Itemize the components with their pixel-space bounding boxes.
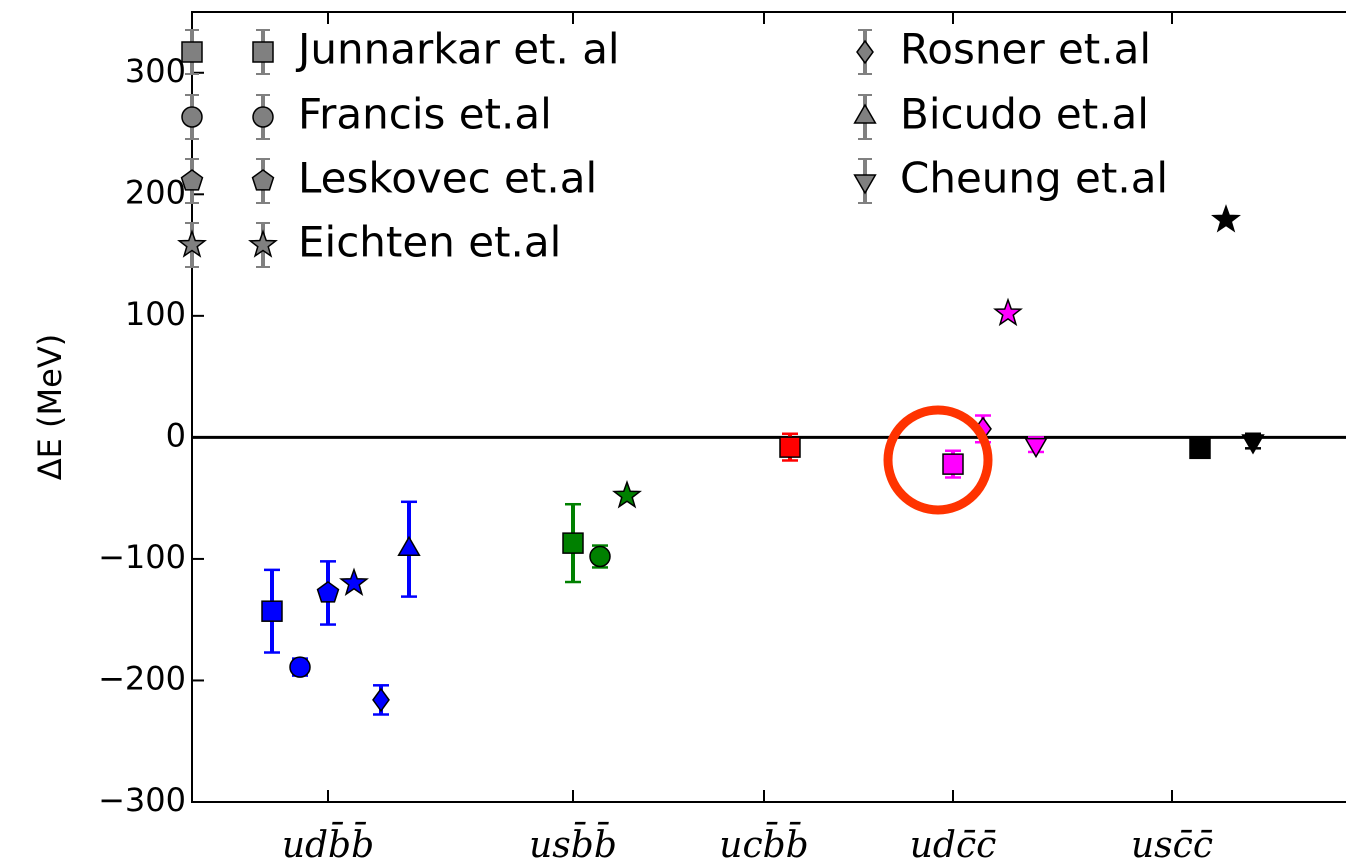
point bbox=[1211, 204, 1241, 233]
y-tick-label: 100 bbox=[125, 295, 186, 333]
legend-label: Bicudo et.al bbox=[900, 90, 1149, 139]
legend-marker bbox=[252, 106, 274, 128]
legend-marker bbox=[251, 169, 275, 191]
point bbox=[1189, 437, 1211, 460]
y-tick-label: −300 bbox=[98, 781, 186, 819]
point bbox=[562, 532, 584, 554]
point bbox=[779, 436, 801, 458]
legend-label: Junnarkar et. al bbox=[295, 25, 620, 74]
x-tick-label: usb̄b̄ bbox=[529, 822, 617, 866]
point bbox=[1024, 437, 1048, 459]
y-tick-label: −100 bbox=[98, 538, 186, 576]
legend-marker bbox=[248, 229, 278, 258]
point bbox=[316, 581, 340, 603]
x-tick-label: udc̄c̄ bbox=[910, 825, 997, 866]
point bbox=[942, 453, 964, 475]
legend-marker bbox=[252, 41, 274, 63]
x-tick-label: ucb̄b̄ bbox=[719, 822, 808, 866]
point bbox=[372, 687, 390, 713]
legend-label: Cheung et.al bbox=[900, 154, 1168, 203]
legend-marker bbox=[853, 103, 877, 124]
highlight-circle bbox=[883, 405, 993, 515]
legend-label: Rosner et.al bbox=[900, 25, 1151, 74]
legend-marker bbox=[180, 169, 204, 191]
legend-label: Francis et.al bbox=[298, 90, 552, 139]
point bbox=[612, 479, 642, 509]
y-tick-label: 200 bbox=[125, 173, 186, 211]
x-tick-label: usc̄c̄ bbox=[1131, 825, 1213, 866]
point bbox=[589, 545, 611, 568]
legend-marker bbox=[181, 106, 203, 128]
point bbox=[289, 656, 311, 678]
legend-label: Leskovec et.al bbox=[298, 154, 597, 203]
legend-marker bbox=[181, 41, 203, 63]
point bbox=[397, 535, 421, 556]
y-tick-label: 300 bbox=[125, 52, 186, 90]
plot-frame bbox=[191, 11, 1346, 803]
legend-label: Eichten et.al bbox=[298, 218, 561, 267]
point bbox=[261, 600, 283, 622]
y-tick-label: −200 bbox=[98, 659, 186, 697]
point bbox=[1241, 434, 1265, 455]
legend-marker bbox=[177, 229, 207, 258]
legend-marker bbox=[856, 39, 874, 65]
y-axis-label: ΔE (MeV) bbox=[31, 334, 69, 480]
legend-marker bbox=[853, 174, 877, 195]
point bbox=[993, 297, 1023, 327]
point bbox=[339, 567, 369, 596]
y-tick-label: 0 bbox=[166, 416, 186, 454]
x-tick-label: udb̄b̄ bbox=[282, 822, 374, 866]
